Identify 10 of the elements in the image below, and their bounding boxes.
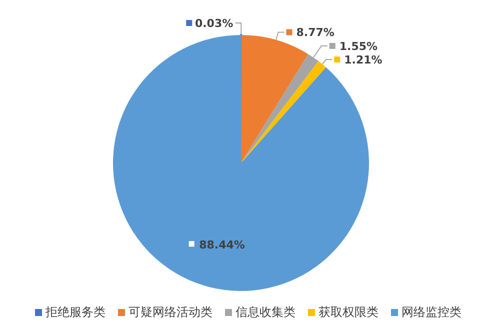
data-label: 8.77% bbox=[296, 26, 334, 40]
legend-label: 可疑网络活动类 bbox=[128, 304, 212, 321]
legend-label: 信息收集类 bbox=[236, 304, 296, 321]
legend-label: 获取权限类 bbox=[318, 304, 378, 321]
legend-label: 拒绝服务类 bbox=[46, 304, 106, 321]
legend-label: 网络监控类 bbox=[402, 304, 462, 321]
data-label: 88.44% bbox=[199, 238, 245, 252]
data-label: 1.55% bbox=[339, 40, 378, 53]
data-label: 0.03% bbox=[194, 17, 234, 30]
data-label: 1.21% bbox=[344, 54, 382, 67]
